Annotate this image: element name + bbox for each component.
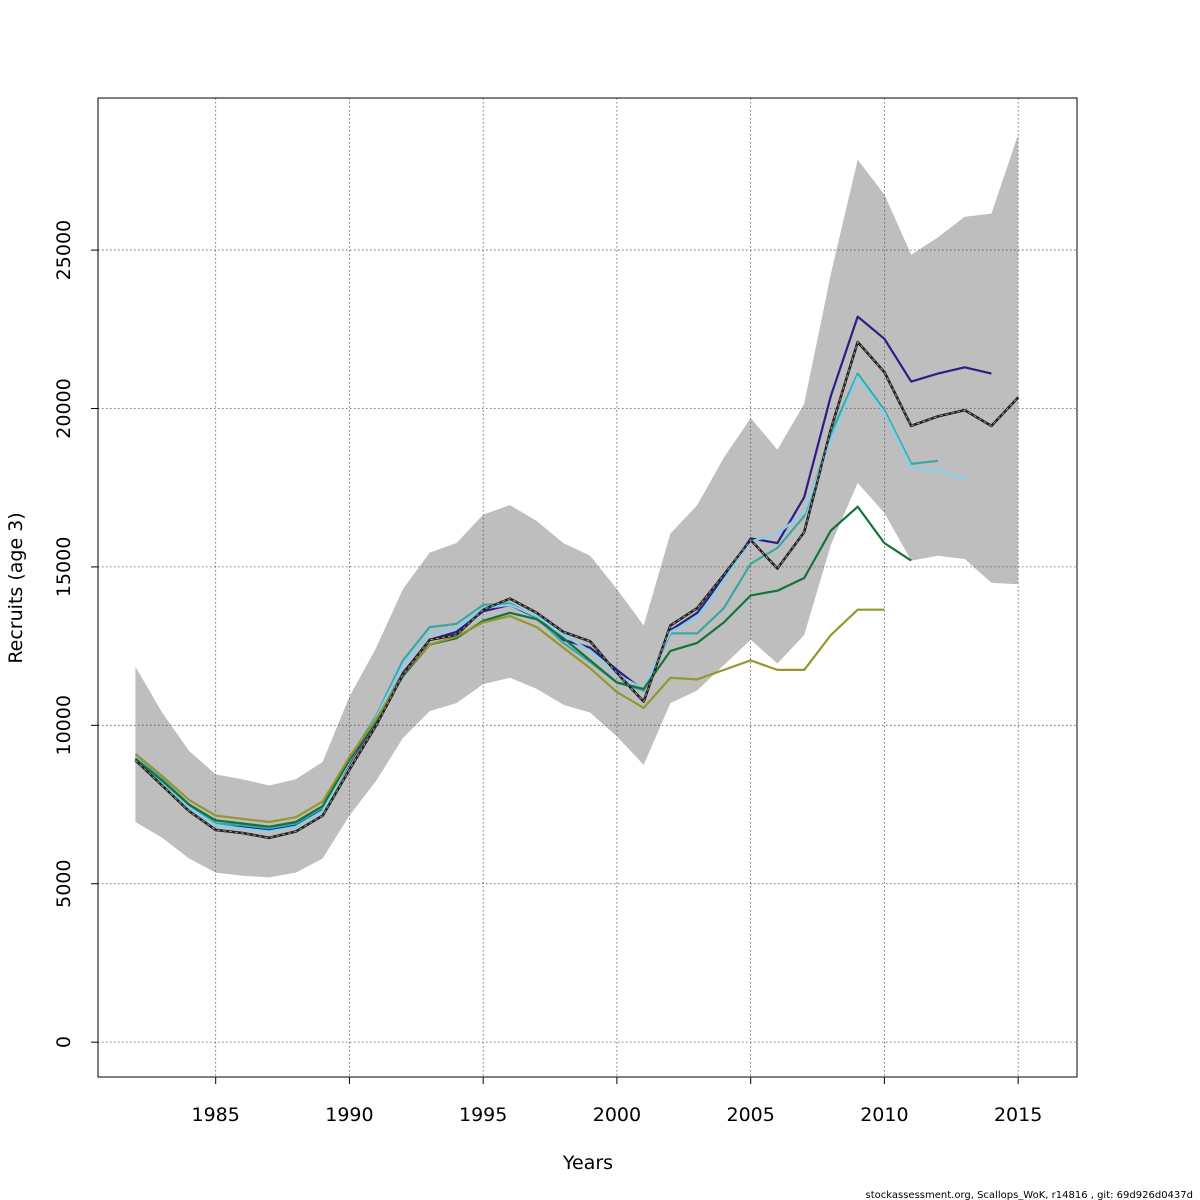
x-tick-label: 2000 <box>593 1104 641 1126</box>
x-tick-label: 2010 <box>860 1104 908 1126</box>
y-tick-label: 20000 <box>53 378 75 438</box>
axis-layer: 1985 1990 1995 2000 2005 2010 2015 0 5000 10000 15… <box>53 220 1042 1126</box>
grid-layer <box>98 98 1077 1077</box>
x-tick-label: 2005 <box>726 1104 774 1126</box>
y-tick-label: 0 <box>53 1036 75 1048</box>
series-layer <box>134 315 1020 840</box>
series-line-6 <box>134 608 885 824</box>
confidence-band <box>135 134 1019 878</box>
series-line-3 <box>134 372 939 830</box>
y-tick-label: 10000 <box>53 695 75 755</box>
x-tick-label: 1990 <box>325 1104 373 1126</box>
x-tick-label: 1995 <box>459 1104 507 1126</box>
series-line-5 <box>134 505 912 828</box>
x-axis-title: Years <box>562 1152 613 1174</box>
confidence-band-layer <box>135 134 1019 878</box>
series-line-4 <box>134 375 966 833</box>
reference-line-dashes <box>135 341 1019 839</box>
x-tick-label: 1985 <box>192 1104 240 1126</box>
y-tick-label: 25000 <box>53 220 75 280</box>
series-line-2 <box>134 315 992 831</box>
x-tick-label: 2015 <box>994 1104 1042 1126</box>
plot-frame <box>97 97 1078 1078</box>
y-tick-label: 15000 <box>53 537 75 597</box>
y-axis-title: Recruits (age 3) <box>5 512 27 663</box>
footer-credit: stockassessment.org, Scallops_WoK, r1481… <box>866 1190 1193 1200</box>
y-tick-label: 5000 <box>53 860 75 908</box>
